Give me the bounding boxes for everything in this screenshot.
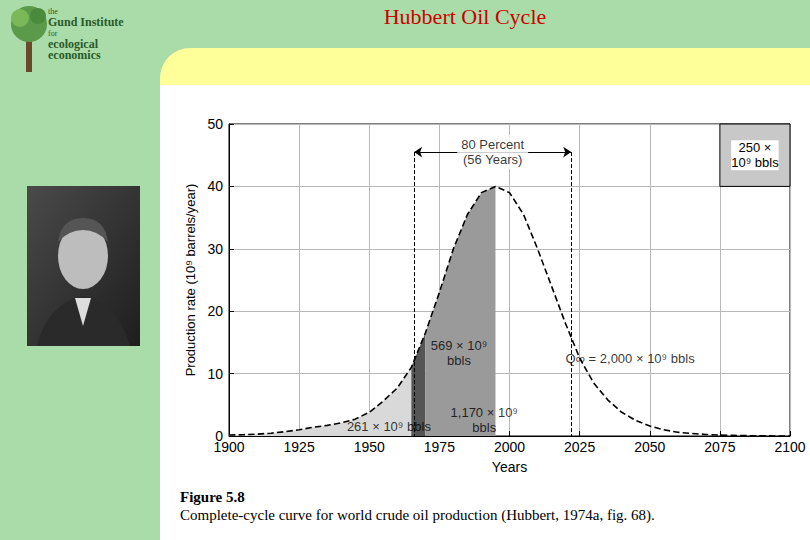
svg-text:569 × 10⁹: 569 × 10⁹ (431, 338, 488, 353)
html-text:Gund Institute: Gund Institute (48, 15, 124, 29)
svg-text:1,170 × 10⁹: 1,170 × 10⁹ (451, 405, 518, 420)
svg-text:30: 30 (207, 241, 223, 257)
svg-text:1950: 1950 (354, 439, 385, 455)
html-text:Figure 5.8: Figure 5.8 (180, 489, 245, 505)
svg-text:bbls: bbls (447, 353, 471, 368)
svg-text:10⁹ bbls: 10⁹ bbls (731, 155, 779, 170)
svg-text:Years: Years (492, 459, 527, 475)
svg-text:2100: 2100 (774, 439, 805, 455)
html-text:the: the (48, 7, 58, 16)
html-text:economics: economics (48, 48, 101, 62)
svg-text:Q∞ = 2,000 × 10⁹ bbls: Q∞ = 2,000 × 10⁹ bbls (566, 351, 696, 366)
svg-text:1975: 1975 (424, 439, 455, 455)
svg-text:2000: 2000 (494, 439, 525, 455)
svg-text:0: 0 (215, 428, 223, 444)
svg-text:Production rate (10⁹ barrels/y: Production rate (10⁹ barrels/year) (183, 184, 198, 377)
svg-text:80 Percent: 80 Percent (461, 137, 524, 152)
svg-text:(56 Years): (56 Years) (463, 152, 522, 167)
svg-text:2075: 2075 (704, 439, 735, 455)
html-text:Complete-cycle curve for world: Complete-cycle curve for world crude oil… (180, 507, 655, 523)
svg-text:20: 20 (207, 303, 223, 319)
svg-text:1925: 1925 (284, 439, 315, 455)
svg-text:40: 40 (207, 178, 223, 194)
svg-text:250 ×: 250 × (738, 140, 771, 155)
html-text:Hubbert Oil Cycle: Hubbert Oil Cycle (383, 4, 547, 29)
html-text:for: for (48, 29, 58, 38)
svg-text:1900: 1900 (213, 439, 244, 455)
html-text:ecological: ecological (48, 37, 98, 51)
svg-text:bbls: bbls (472, 420, 496, 435)
svg-text:2025: 2025 (564, 439, 595, 455)
svg-text:50: 50 (207, 116, 223, 132)
svg-text:10: 10 (207, 366, 223, 382)
svg-text:261 × 10⁹ bbls: 261 × 10⁹ bbls (347, 419, 431, 434)
svg-text:2050: 2050 (634, 439, 665, 455)
